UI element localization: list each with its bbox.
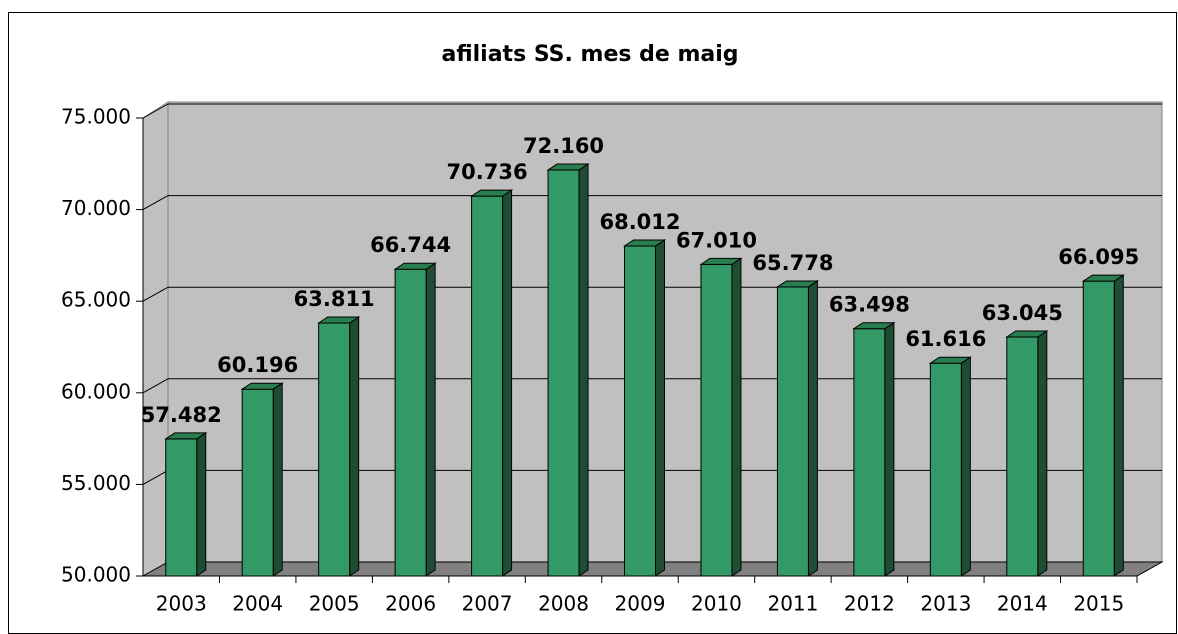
bar-side [960,356,971,577]
grid-line [142,378,169,394]
value-label: 63.045 [982,301,1063,325]
x-tick-label: 2013 [920,592,971,616]
x-tick-label: 2009 [615,592,666,616]
grid-line [142,195,169,211]
bar-side [425,262,436,577]
bar-side [1037,330,1048,577]
value-label: 68.012 [599,210,680,234]
value-label: 61.616 [905,327,986,351]
bar-top [546,163,590,171]
bar-side [655,239,665,577]
bar-side [807,280,818,577]
value-label: 65.778 [752,251,833,275]
x-tick-label: 2004 [232,592,283,616]
bar [1006,336,1039,577]
bar-side [731,257,742,577]
bar-top [317,316,361,324]
bar-side [1113,274,1124,577]
x-tick-label: 2008 [538,592,589,616]
bar-side [196,431,207,577]
bar [471,195,504,577]
y-tick-label: 50.000 [61,563,131,587]
bar-side [578,163,589,577]
bar [853,328,886,577]
bar-top [1081,274,1125,282]
bar [700,263,733,577]
x-tick-label: 2005 [309,592,360,616]
y-tick-label: 75.000 [61,105,131,129]
x-tick-label: 2014 [997,592,1048,616]
value-label: 66.095 [1058,245,1139,269]
bar-top [240,382,284,390]
grid-line [142,286,169,302]
grid-line [142,469,169,485]
bar-top [852,322,896,330]
value-label: 72.160 [523,134,604,158]
x-tick-label: 2007 [462,592,513,616]
bar [318,322,351,577]
bar-side [884,321,895,577]
x-tick-label: 2012 [844,592,895,616]
bar-top [699,257,743,265]
bar-top [622,239,667,247]
chart-title: afiliats SS. mes de maig [441,42,738,67]
value-label: 63.811 [294,287,375,311]
bar-side [272,382,283,577]
y-tick-label: 55.000 [61,471,131,495]
x-tick-label: 2015 [1073,592,1124,616]
x-tick-label: 2011 [767,592,818,616]
y-tick-label: 65.000 [61,288,131,312]
value-label: 60.196 [217,353,298,377]
y-tick-label: 60.000 [61,379,131,403]
value-label: 70.736 [447,160,528,184]
value-label: 57.482 [141,403,222,427]
value-label: 66.744 [370,233,451,257]
side-wall [142,101,169,577]
value-label: 67.010 [676,228,757,252]
bar [1082,280,1115,577]
bar-top [1005,330,1049,338]
bar [929,362,962,577]
x-tick-label: 2010 [691,592,742,616]
bar [165,438,198,577]
bar-top [775,280,820,288]
bar-side [502,189,513,577]
bar [776,286,809,577]
x-tick-label: 2003 [156,592,207,616]
bar [241,388,274,577]
bar-top [469,189,514,197]
bar-side [349,316,360,577]
bar [394,268,427,577]
y-tick-label: 70.000 [61,196,131,220]
value-label: 63.498 [829,293,910,317]
bar [547,169,580,577]
bar-top [393,262,437,270]
x-tick-label: 2006 [385,592,436,616]
bar [624,245,656,577]
bar-top [928,356,972,364]
grid-line [142,103,169,119]
bar-top [164,432,208,440]
